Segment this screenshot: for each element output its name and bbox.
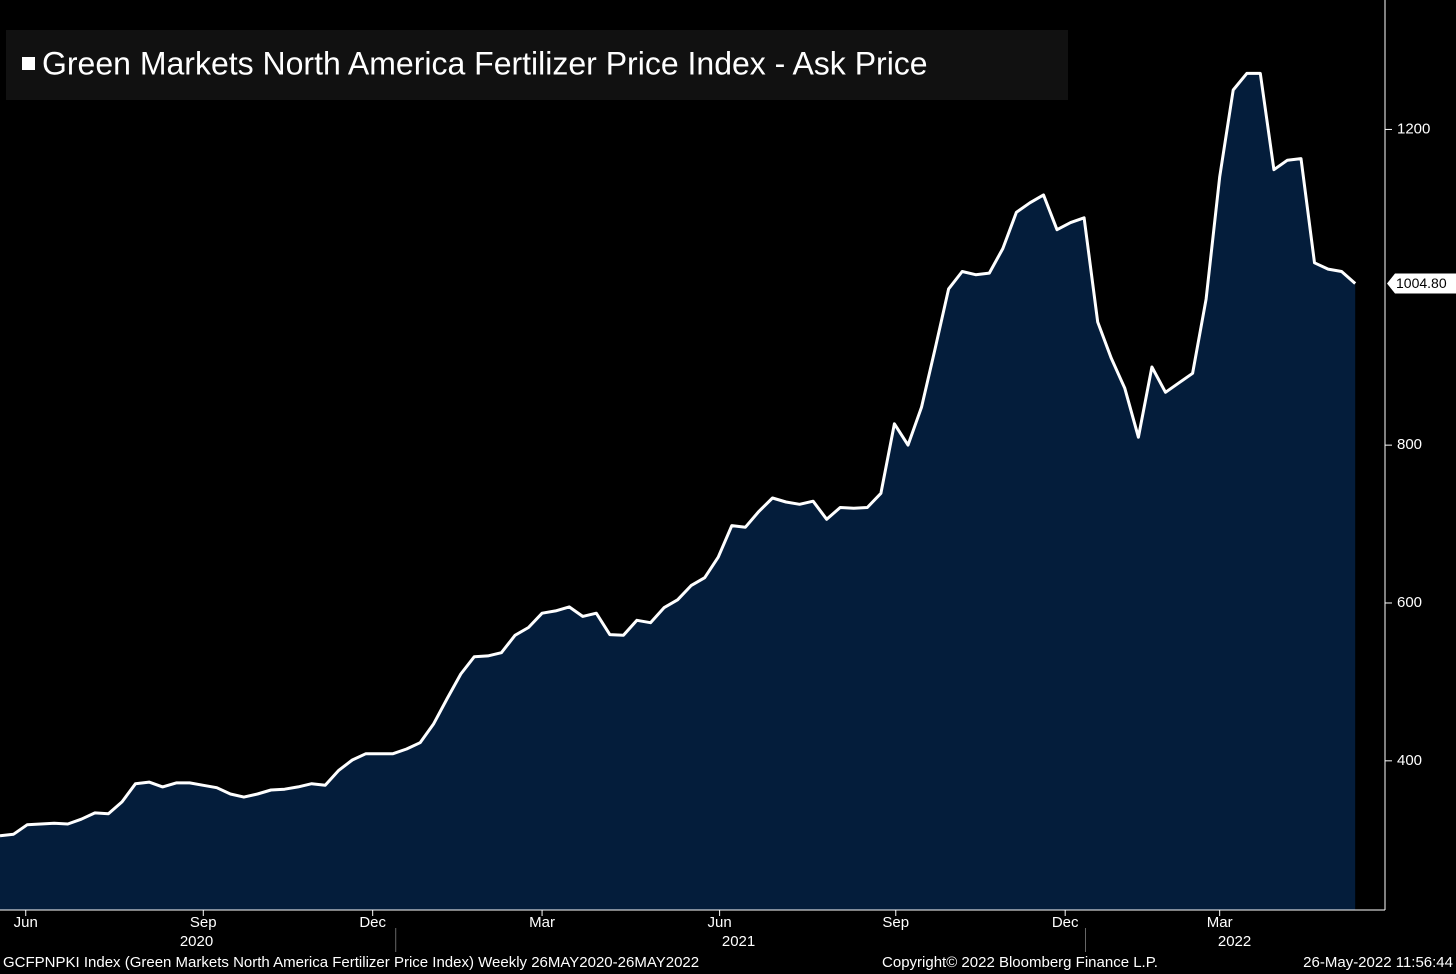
footer-copyright: Copyright© 2022 Bloomberg Finance L.P. — [882, 954, 1158, 971]
x-tick-label: Dec — [1052, 914, 1079, 931]
y-tick-label: 600 — [1397, 594, 1422, 611]
year-label: 2022 — [1218, 933, 1251, 950]
x-tick-label: Mar — [529, 914, 555, 931]
footer-source: GCFPNPKI Index (Green Markets North Amer… — [3, 954, 699, 971]
line — [0, 71, 1357, 838]
year-label: 2020 — [180, 933, 213, 950]
y-tick-label: 1200 — [1397, 120, 1430, 137]
x-tick-label: Sep — [882, 914, 909, 931]
y-tick-label: 400 — [1397, 752, 1422, 769]
x-tick-label: Sep — [190, 914, 217, 931]
y-tick-label: 800 — [1397, 436, 1422, 453]
x-tick-label: Jun — [708, 914, 732, 931]
plot-area — [0, 71, 1357, 910]
x-tick-label: Dec — [359, 914, 386, 931]
legend-swatch — [22, 57, 35, 70]
last-value-tag — [1387, 273, 1456, 294]
x-tick-label: Jun — [14, 914, 38, 931]
area — [0, 73, 1356, 910]
footer-timestamp: 26-May-2022 11:56:44 — [1303, 954, 1453, 971]
last-value-label: 1004.80 — [1396, 275, 1447, 291]
x-tick-label: Mar — [1207, 914, 1233, 931]
chart-title: Green Markets North America Fertilizer P… — [42, 45, 928, 81]
year-label: 2021 — [722, 933, 755, 950]
title-box — [6, 30, 1068, 100]
